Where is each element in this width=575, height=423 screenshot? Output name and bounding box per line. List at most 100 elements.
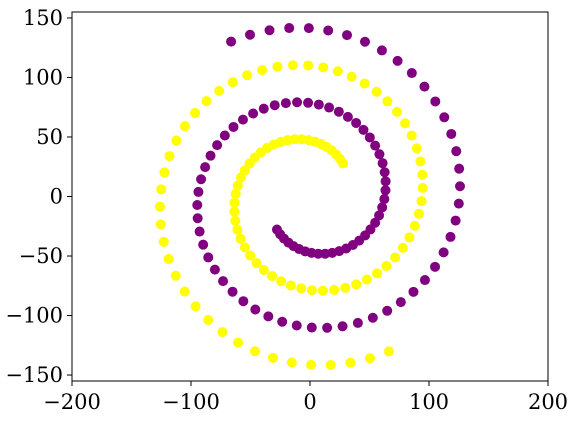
scatter-point (306, 322, 317, 333)
scatter-point (306, 359, 317, 370)
data-points (155, 23, 465, 370)
scatter-point (209, 264, 220, 275)
scatter-point (235, 172, 246, 183)
scatter-point (370, 217, 381, 228)
scatter-point (239, 242, 250, 253)
scatter-point (364, 353, 375, 364)
scatter-point (229, 206, 240, 217)
scatter-point (248, 108, 259, 119)
scatter-point (379, 194, 390, 205)
scatter-point (303, 97, 314, 108)
scatter-point (267, 271, 278, 282)
scatter-point (381, 261, 392, 272)
x-tick-label: −100 (162, 390, 220, 414)
scatter-point (438, 247, 449, 258)
scatter-point (198, 239, 209, 250)
scatter-point (453, 198, 464, 209)
scatter-point (218, 276, 229, 287)
scatter-point (450, 215, 461, 226)
y-tick-label: 150 (23, 6, 63, 30)
y-tick-label: −150 (5, 363, 63, 387)
scatter-point (395, 297, 406, 308)
scatter-point (340, 282, 351, 293)
scatter-point (214, 85, 225, 96)
scatter-point (212, 140, 223, 151)
scatter-point (170, 270, 181, 281)
scatter-point (292, 97, 303, 108)
scatter-point (351, 279, 362, 290)
scatter-point (233, 337, 244, 348)
scatter-point (367, 312, 378, 323)
scatter-point (325, 359, 336, 370)
scatter-point (377, 158, 388, 169)
scatter-point (359, 36, 370, 47)
scatter-point (406, 130, 417, 141)
scatter-point (242, 70, 253, 81)
scatter-point (190, 301, 201, 312)
scatter-point (230, 188, 241, 199)
scatter-point (196, 174, 207, 185)
scatter-point (238, 296, 249, 307)
scatter-point (390, 252, 401, 263)
scatter-point (229, 197, 240, 208)
scatter-point (323, 25, 334, 36)
scatter-point (408, 286, 419, 297)
scatter-point (303, 60, 314, 71)
scatter-point (329, 284, 340, 295)
y-tick-label: −50 (19, 244, 63, 268)
scatter-point (451, 146, 462, 157)
scatter-point (257, 65, 268, 76)
scatter-point (258, 265, 269, 276)
scatter-point (358, 124, 369, 135)
scatter-point (217, 327, 228, 338)
scatter-point (245, 250, 256, 261)
scatter-point (303, 23, 314, 34)
y-tick-label: 0 (50, 185, 63, 209)
scatter-point (391, 106, 402, 117)
scatter-point (318, 62, 329, 73)
scatter-point (370, 140, 381, 151)
scatter-point (155, 201, 165, 212)
scatter-point (417, 169, 428, 180)
scatter-point (382, 96, 393, 107)
scatter-point (228, 121, 239, 132)
scatter-point (193, 186, 204, 197)
scatter-point (192, 213, 203, 224)
scatter-point (415, 156, 426, 167)
scatter-point (219, 130, 230, 141)
scatter-point (306, 285, 317, 296)
scatter-point (291, 320, 302, 331)
scatter-point (377, 202, 388, 213)
scatter-point (374, 210, 385, 221)
scatter-point (158, 236, 169, 247)
scatter-point (392, 55, 403, 66)
scatter-point (179, 121, 190, 132)
scatter-point (411, 143, 422, 154)
scatter-point (382, 305, 393, 316)
scatter-point (322, 322, 333, 333)
scatter-point (337, 321, 348, 332)
scatter-point (237, 114, 248, 125)
scatter-point (376, 45, 387, 56)
scatter-point (296, 134, 307, 145)
scatter-point (342, 30, 352, 41)
scatter-point (416, 196, 427, 207)
scatter-point (406, 68, 417, 79)
scatter-point (364, 132, 375, 143)
scatter-point (342, 111, 353, 122)
scatter-point (446, 128, 457, 139)
scatter-point (346, 71, 357, 82)
x-axis: −200 −100 0 100 200 (43, 381, 568, 414)
scatter-point (409, 220, 420, 231)
scatter-point (159, 167, 170, 178)
scatter-point (263, 311, 274, 322)
scatter-point (232, 224, 243, 235)
y-tick-label: 50 (36, 125, 63, 149)
scatter-point (230, 215, 241, 226)
scatter-point (285, 280, 296, 291)
scatter-point (324, 102, 335, 113)
scatter-point (264, 25, 275, 36)
scatter-point (171, 135, 182, 146)
scatter-point (359, 78, 370, 89)
scatter-point (156, 184, 167, 195)
